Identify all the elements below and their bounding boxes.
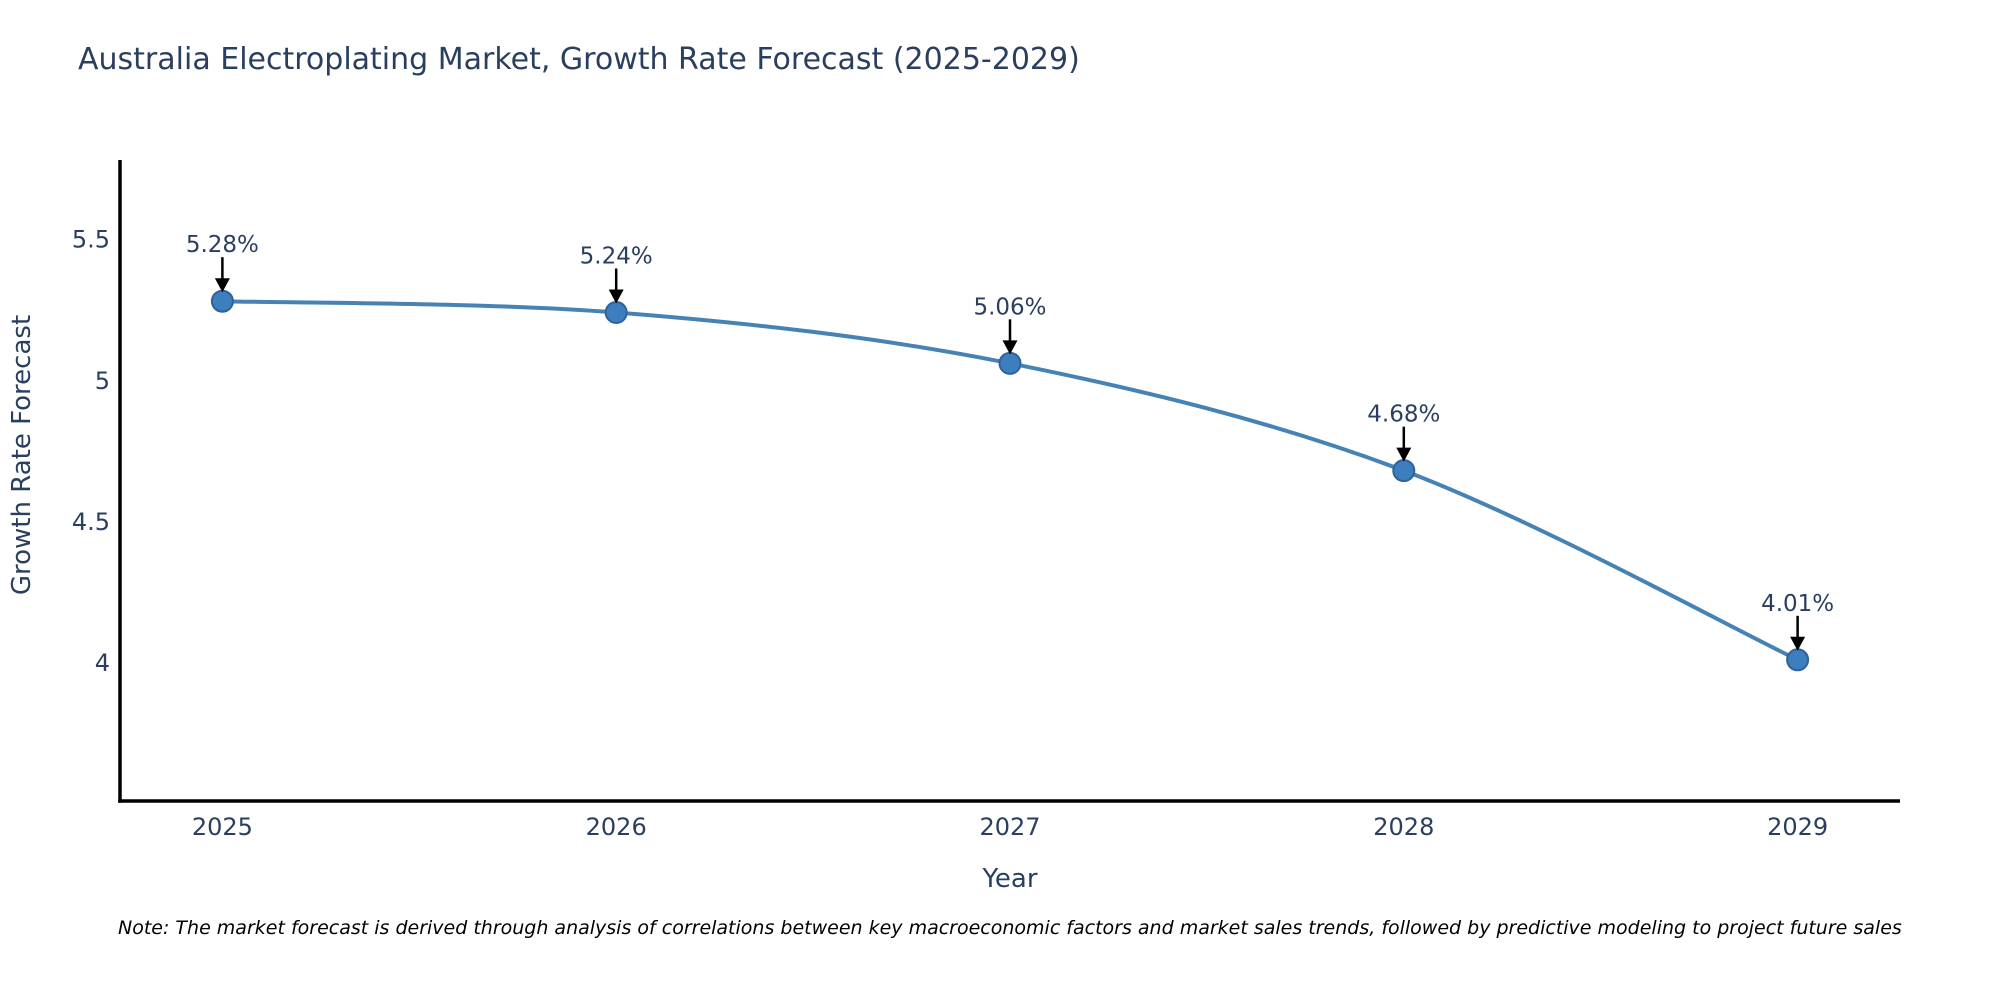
annotation-arrowhead xyxy=(1396,447,1412,462)
footnote: Note: The market forecast is derived thr… xyxy=(118,917,1902,939)
data-point-marker xyxy=(604,300,628,324)
x-tick-label: 2028 xyxy=(1373,813,1434,841)
x-tick-label: 2027 xyxy=(979,813,1040,841)
data-point-marker xyxy=(998,351,1022,375)
annotations: 5.28% 5.24% 5.06% 4.68% 4.01% xyxy=(186,232,1834,651)
annotation-label: 5.06% xyxy=(973,294,1046,320)
x-axis-title: Year xyxy=(981,864,1037,894)
data-point-marker xyxy=(1786,648,1810,672)
data-point-marker xyxy=(210,289,234,313)
annotation-arrowhead xyxy=(1002,340,1018,355)
chart-title: Australia Electroplating Market, Growth … xyxy=(78,42,1080,77)
data-point-marker xyxy=(1392,459,1416,483)
annotation-arrowhead xyxy=(608,289,624,304)
axes: 5.5 5 4.5 4 2025 2026 2027 2028 2029 xyxy=(72,160,1900,841)
annotation-arrowhead xyxy=(1790,636,1806,651)
y-tick-label: 5 xyxy=(95,367,110,395)
x-tick-label: 2025 xyxy=(192,813,253,841)
y-tick-label: 4 xyxy=(95,649,110,677)
x-tick-label: 2026 xyxy=(586,813,647,841)
y-tick-label: 5.5 xyxy=(72,226,110,254)
x-tick-label: 2029 xyxy=(1767,813,1828,841)
annotation-label: 5.28% xyxy=(186,232,259,258)
annotation-arrowhead xyxy=(214,278,230,293)
annotation-label: 4.01% xyxy=(1761,591,1834,617)
annotation-label: 5.24% xyxy=(580,243,653,269)
y-axis-title: Growth Rate Forecast xyxy=(7,315,37,595)
annotation-label: 4.68% xyxy=(1367,402,1440,428)
line-series xyxy=(210,289,1810,672)
y-tick-label: 4.5 xyxy=(72,508,110,536)
